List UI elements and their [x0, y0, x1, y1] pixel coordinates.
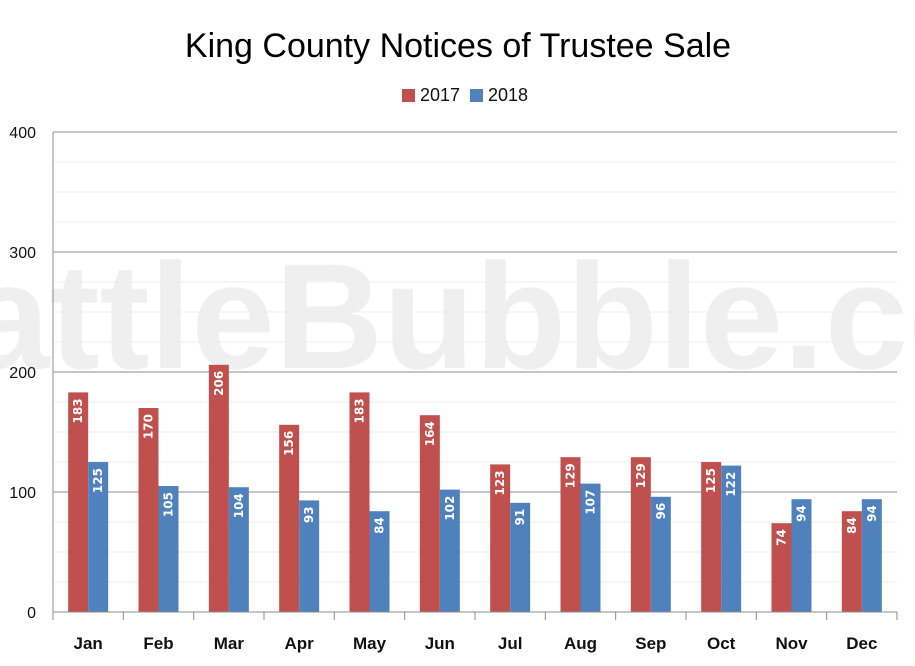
y-tick-label: 100 — [9, 485, 36, 502]
x-tick-label: May — [353, 634, 387, 653]
x-tick-label: Dec — [846, 634, 877, 653]
y-tick-label: 200 — [9, 365, 36, 382]
bar-value-label: 129 — [564, 463, 578, 488]
x-tick-label: Feb — [143, 634, 173, 653]
x-tick-label: Apr — [285, 634, 315, 653]
x-tick-label: Jan — [74, 634, 103, 653]
bar-value-label: 94 — [795, 505, 809, 522]
bar-value-label: 91 — [513, 509, 527, 526]
bar-2018 — [510, 502, 531, 612]
bar-value-label: 84 — [845, 517, 859, 534]
x-tick-label: Nov — [775, 634, 808, 653]
bar-value-label: 125 — [704, 468, 718, 493]
bar-2017 — [771, 523, 792, 612]
y-tick-label: 300 — [9, 245, 36, 262]
bar-2018 — [228, 487, 249, 612]
bar-2017 — [630, 457, 651, 612]
chart-title: King County Notices of Trustee Sale — [185, 27, 731, 65]
bar-value-label: 170 — [142, 414, 156, 439]
legend-swatch-2017 — [402, 89, 415, 102]
bar-2017 — [419, 415, 440, 612]
x-tick-label: Mar — [214, 634, 245, 653]
x-tick-label: Oct — [707, 634, 736, 653]
bar-value-label: 183 — [71, 398, 85, 423]
bar-2017 — [560, 457, 581, 612]
legend-label-2017: 2017 — [420, 85, 460, 105]
bar-value-label: 123 — [493, 470, 507, 495]
bar-2018 — [580, 483, 601, 612]
legend-label-2018: 2018 — [488, 85, 528, 105]
bar-2018 — [158, 486, 179, 612]
bar-value-label: 125 — [91, 468, 105, 493]
bar-value-label: 74 — [775, 529, 789, 546]
bar-value-label: 183 — [353, 398, 367, 423]
axes: 0 100 200 300 400 Jan Feb Mar Apr May Jun Jul Aug Sep… — [9, 125, 898, 653]
x-tick-label: Sep — [635, 634, 666, 653]
y-tick-label: 0 — [27, 605, 36, 622]
bar-2018 — [861, 499, 882, 612]
watermark-text: SeattleBubble.com — [0, 232, 915, 400]
bar-value-label: 164 — [423, 421, 437, 446]
x-tick-label: Aug — [564, 634, 597, 653]
bar-value-label: 206 — [212, 371, 226, 396]
bar-2018 — [791, 499, 812, 612]
bar-2018 — [299, 500, 320, 612]
legend: 2017 2018 — [402, 85, 528, 105]
y-tick-label: 400 — [9, 125, 36, 142]
bar-value-label: 104 — [232, 493, 246, 518]
bar-2017 — [68, 392, 89, 612]
bar-value-label: 107 — [584, 490, 598, 515]
bar-2017 — [490, 464, 511, 612]
bar-2017 — [841, 511, 862, 612]
bar-2017 — [138, 408, 159, 612]
bars: 183 125 170 105 206 104 156 93 183 84 164 102 123 91 1… — [68, 364, 882, 612]
bar-2017 — [701, 462, 722, 612]
bar-value-label: 156 — [282, 431, 296, 456]
bar-value-label: 96 — [654, 503, 668, 520]
grid-lines — [53, 131, 897, 613]
bar-2018 — [439, 489, 460, 612]
bar-2018 — [721, 465, 742, 612]
bar-value-label: 129 — [634, 463, 648, 488]
bar-2017 — [279, 424, 300, 612]
bar-value-label: 94 — [865, 505, 879, 522]
x-tick-label: Jun — [425, 634, 455, 653]
x-tick-label: Jul — [498, 634, 523, 653]
bar-2017 — [208, 364, 229, 612]
bar-value-label: 102 — [443, 496, 457, 521]
bar-2018 — [650, 496, 671, 612]
legend-swatch-2018 — [470, 89, 483, 102]
bar-value-label: 93 — [302, 506, 316, 523]
bar-value-label: 105 — [162, 492, 176, 517]
bar-2017 — [349, 392, 370, 612]
bar-value-label: 122 — [724, 472, 738, 497]
bar-2018 — [369, 511, 390, 612]
bar-value-label: 84 — [373, 517, 387, 534]
bar-2018 — [88, 462, 109, 612]
